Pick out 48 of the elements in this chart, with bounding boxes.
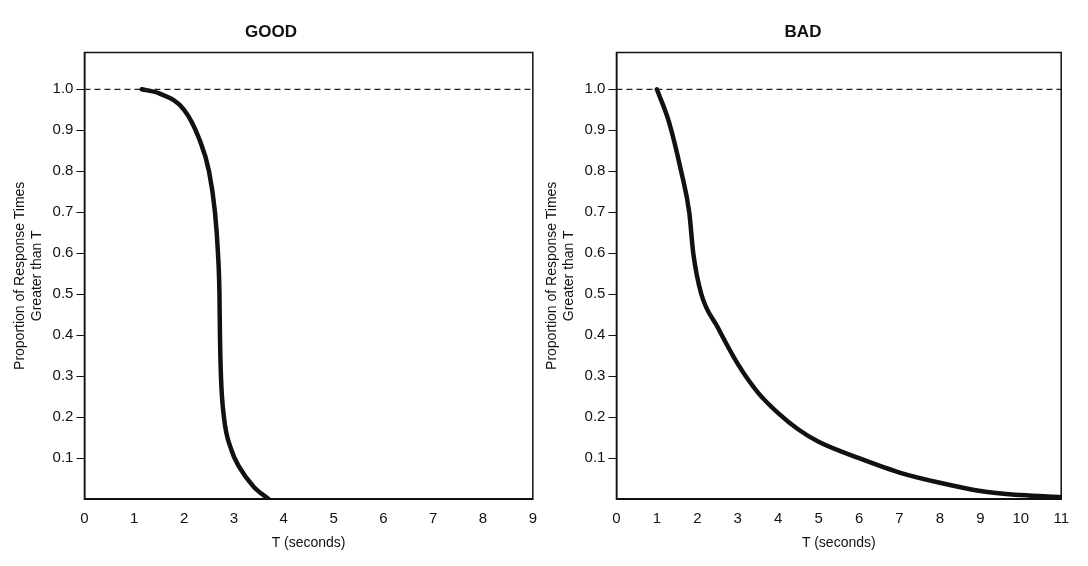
y-tick-label: 0.5 <box>52 284 74 302</box>
y-tick-label: 0.4 <box>584 325 606 343</box>
x-tick-label: 7 <box>429 509 438 527</box>
y-tick-label: 0.6 <box>52 243 74 261</box>
y-tick-label: 0.2 <box>52 407 74 425</box>
x-axis-title: T (seconds) <box>271 534 346 551</box>
y-tick-label: 1.0 <box>52 79 74 97</box>
x-tick-label: 0 <box>612 509 621 527</box>
y-tick-label: 1.0 <box>584 79 606 97</box>
x-tick-label: 4 <box>279 509 288 527</box>
y-tick-label: 0.9 <box>52 120 74 138</box>
y-tick-label: 0.5 <box>584 284 606 302</box>
x-tick-label: 3 <box>229 509 239 527</box>
x-tick-label: 10 <box>1012 509 1030 527</box>
x-tick-label: 1 <box>130 509 139 527</box>
y-tick-label: 0.3 <box>52 366 74 384</box>
y-tick-label: 0.9 <box>584 120 606 138</box>
x-tick-label: 7 <box>895 509 904 527</box>
y-tick-label: 0.8 <box>584 161 606 179</box>
x-tick-label: 6 <box>854 509 864 527</box>
x-tick-label: 5 <box>329 509 338 527</box>
x-tick-label: 3 <box>733 509 742 527</box>
y-tick-label: 0.2 <box>584 407 606 425</box>
x-tick-label: 6 <box>379 509 388 527</box>
x-tick-label: 8 <box>935 509 945 527</box>
x-tick-label: 9 <box>528 509 537 527</box>
y-axis-title: Proportion of Response Times Greater than T <box>543 181 577 370</box>
y-tick-label: 0.8 <box>52 161 74 179</box>
x-tick-label: 5 <box>814 509 823 527</box>
y-tick-label: 0.7 <box>52 202 74 220</box>
chart-title: BAD <box>784 21 822 41</box>
y-axis-title: Proportion of Response Times Greater than T <box>11 181 45 370</box>
x-tick-label: 4 <box>774 509 783 527</box>
x-axis-title: T (seconds) <box>802 534 876 551</box>
x-tick-label: 8 <box>478 509 488 527</box>
y-tick-label: 0.7 <box>584 202 606 220</box>
y-tick-label: 0.3 <box>584 366 606 384</box>
y-tick-label: 0.1 <box>584 448 606 466</box>
y-tick-label: 0.6 <box>584 243 606 261</box>
x-tick-label: 9 <box>976 509 985 527</box>
y-tick-label: 0.1 <box>52 448 74 466</box>
x-tick-label: 0 <box>80 509 89 527</box>
x-tick-label: 2 <box>179 509 189 527</box>
x-tick-label: 2 <box>693 509 702 527</box>
y-tick-label: 0.4 <box>52 325 74 343</box>
x-tick-label: 1 <box>652 509 662 527</box>
chart-title: GOOD <box>245 21 297 41</box>
x-tick-label: 11 <box>1053 509 1069 527</box>
